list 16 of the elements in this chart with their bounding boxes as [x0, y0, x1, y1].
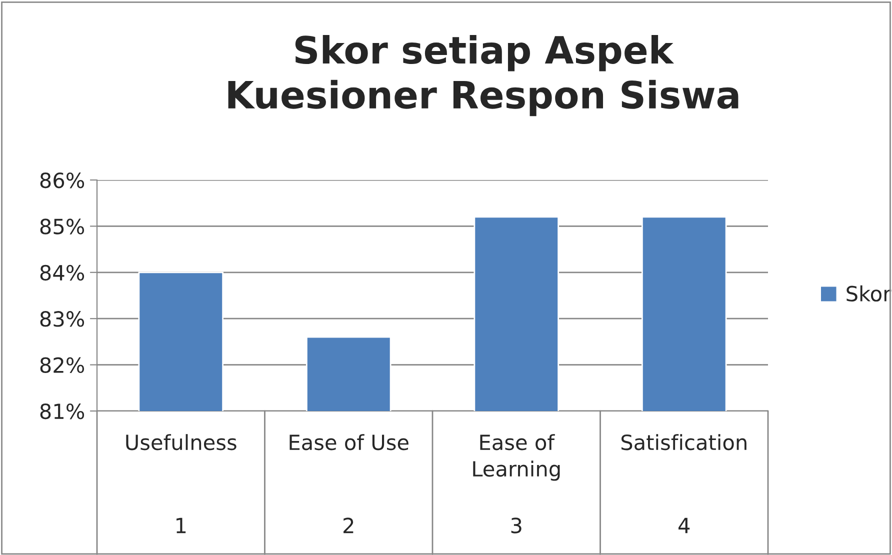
- x-tick-label: Satisfication: [621, 434, 746, 450]
- text: 3: [511, 518, 522, 534]
- chart-title: Skor setiap Aspek Kuesioner Respon Siswa: [228, 35, 738, 116]
- text: 2: [344, 518, 354, 534]
- y-tick-label: 85%: [40, 218, 84, 234]
- y-tick-label: 82%: [40, 357, 84, 374]
- x-tick-label: Usefulness: [126, 434, 236, 450]
- text: 4: [678, 518, 690, 534]
- text: 1: [176, 518, 186, 534]
- x-tick-label: Ease of Use: [290, 434, 408, 450]
- y-tick-label: 81%: [40, 403, 84, 420]
- y-tick-label: 83%: [40, 311, 84, 327]
- x-tick-label: Ease of Learning: [473, 434, 560, 481]
- y-tick-label: 86%: [40, 172, 84, 188]
- y-tick-label: 84%: [40, 264, 84, 281]
- legend-label: Skor: [846, 285, 892, 302]
